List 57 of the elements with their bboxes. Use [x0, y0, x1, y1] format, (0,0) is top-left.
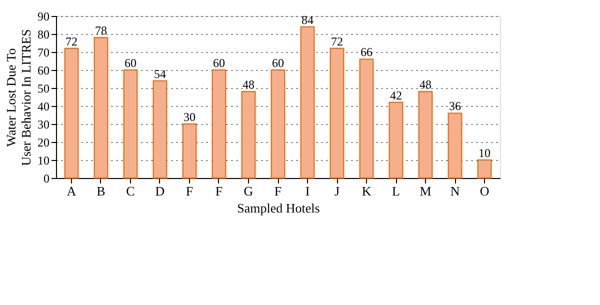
bar — [123, 69, 138, 179]
x-tick-label: F — [186, 184, 194, 198]
y-tick-label: 30 — [38, 118, 50, 132]
x-tick-label: A — [66, 184, 77, 198]
x-tick-label: N — [450, 184, 460, 198]
x-tick-label: G — [244, 184, 254, 198]
bar — [448, 112, 462, 179]
x-tick-label: L — [392, 184, 400, 198]
y-tick-label: 10 — [38, 154, 50, 168]
data-label: 72 — [331, 34, 344, 48]
y-tick-label: 80 — [38, 28, 50, 42]
bar — [418, 91, 433, 179]
data-label: 60 — [124, 56, 136, 70]
bar — [330, 48, 344, 179]
y-tick-label: 70 — [38, 46, 50, 60]
y-tick-label: 50 — [38, 82, 50, 96]
y-tick-label: 0 — [44, 172, 50, 186]
bar — [152, 80, 168, 179]
data-label: 48 — [420, 78, 432, 92]
data-label: 48 — [242, 78, 254, 92]
y-tick-label: 90 — [38, 10, 50, 24]
data-label: 36 — [449, 99, 462, 114]
data-label: 10 — [478, 146, 491, 160]
bar — [300, 26, 315, 179]
bar — [212, 69, 226, 179]
y-tick-label: 20 — [38, 136, 50, 150]
x-tick-label: M — [420, 184, 432, 198]
x-tick-label: D — [155, 184, 165, 198]
x-tick-label: F — [274, 184, 282, 198]
x-tick-label: C — [126, 184, 135, 198]
data-label: 66 — [360, 45, 373, 60]
data-label: 42 — [390, 88, 402, 102]
data-label: 72 — [65, 34, 78, 48]
bar — [182, 123, 197, 179]
bar — [241, 91, 256, 179]
x-tick-label: B — [96, 184, 106, 198]
bar — [477, 159, 492, 179]
y-tick-label: 60 — [38, 64, 50, 78]
data-label: 84 — [302, 12, 314, 27]
bar — [388, 102, 404, 179]
y-tick-label: 40 — [38, 100, 50, 114]
data-label: 54 — [154, 66, 166, 81]
x-tick-label: F — [215, 184, 223, 198]
x-axis-title: Sampled Hotels — [237, 200, 320, 216]
x-tick-label: K — [362, 184, 372, 198]
x-tick-label: O — [480, 184, 490, 198]
bar — [359, 58, 374, 179]
y-axis-title: Water Lost Due To User Behavior In LITRES — [4, 29, 34, 166]
x-tick-label: I — [305, 184, 310, 198]
data-label: 30 — [183, 110, 196, 124]
bar — [94, 37, 108, 179]
x-tick-label: J — [334, 184, 340, 198]
data-label: 60 — [212, 56, 225, 70]
data-label: 60 — [272, 56, 284, 70]
data-label: 78 — [94, 24, 107, 38]
bar — [270, 69, 286, 179]
bar — [64, 48, 79, 179]
